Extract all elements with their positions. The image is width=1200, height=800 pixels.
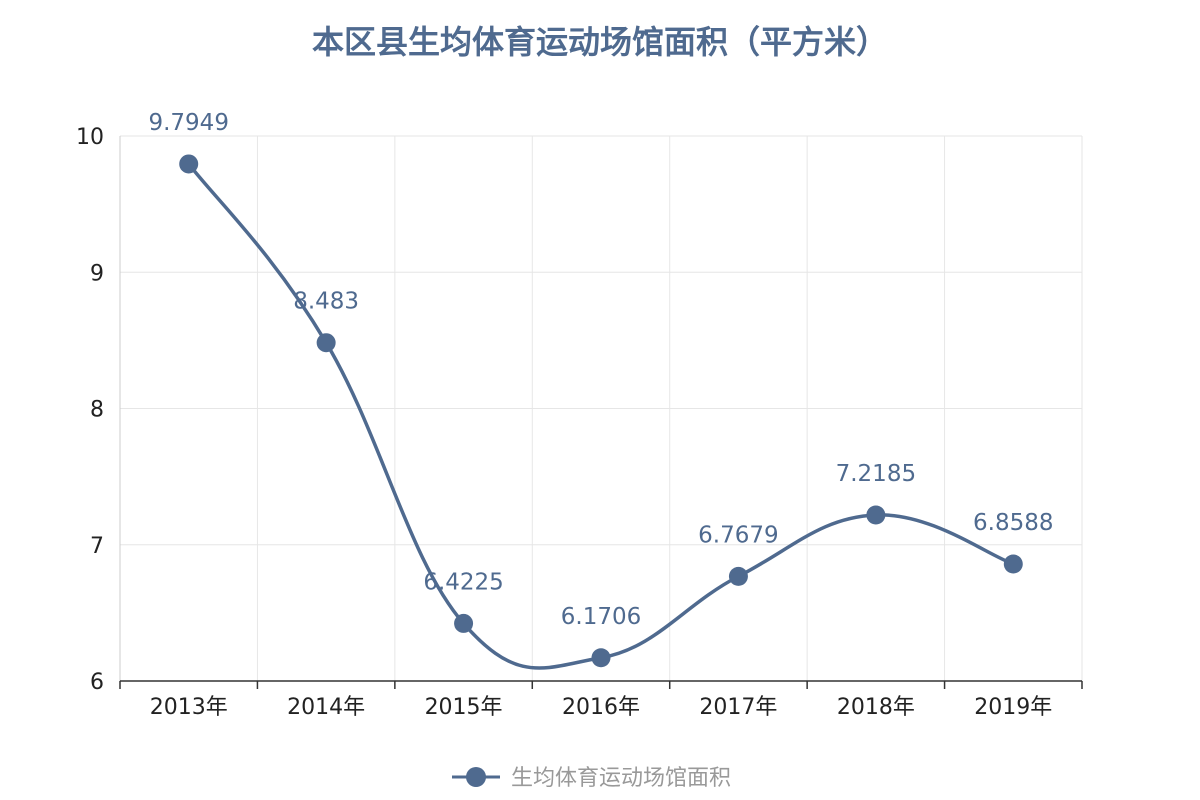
x-tick-label: 2016年 bbox=[562, 695, 640, 720]
data-point bbox=[866, 505, 886, 525]
x-tick-label: 2014年 bbox=[287, 695, 365, 720]
data-label: 8.483 bbox=[293, 289, 359, 315]
series-layer: 9.7949 8.483 6.4225 6.1706 6.7679 7.2185 6.858… bbox=[148, 110, 1054, 670]
x-tick-label: 2018年 bbox=[837, 695, 915, 720]
data-point bbox=[591, 648, 611, 668]
legend-marker-icon bbox=[466, 767, 486, 787]
grid bbox=[120, 135, 1083, 681]
y-tick-label: 8 bbox=[90, 398, 104, 423]
legend-label: 生均体育运动场馆面积 bbox=[511, 766, 731, 791]
data-label: 7.2185 bbox=[836, 461, 916, 487]
x-tick-label: 2013年 bbox=[150, 695, 228, 720]
data-label: 9.7949 bbox=[148, 110, 228, 136]
x-tick-label: 2015年 bbox=[425, 695, 503, 720]
y-tick-label: 9 bbox=[90, 261, 104, 286]
data-label: 6.8588 bbox=[973, 510, 1053, 536]
legend[interactable]: 生均体育运动场馆面积 bbox=[452, 766, 731, 791]
series-line bbox=[187, 162, 1014, 670]
y-tick-label: 7 bbox=[90, 534, 104, 559]
axes: 6 7 8 9 10 2013年 2014年 2015年 2016年 2017年 2018年 2019… bbox=[76, 125, 1083, 720]
data-point bbox=[454, 613, 474, 633]
data-label: 6.7679 bbox=[698, 522, 778, 548]
y-tick-label: 10 bbox=[76, 125, 104, 150]
data-label: 6.4225 bbox=[423, 569, 503, 595]
x-tick-label: 2019年 bbox=[974, 695, 1052, 720]
data-point bbox=[728, 566, 748, 586]
data-label: 6.1706 bbox=[561, 604, 641, 630]
x-tick-label: 2017年 bbox=[699, 695, 777, 720]
data-point bbox=[179, 154, 199, 174]
chart-title: 本区县生均体育运动场馆面积（平方米） bbox=[312, 23, 888, 61]
y-tick-label: 6 bbox=[90, 670, 104, 695]
data-point bbox=[1003, 554, 1023, 574]
data-point bbox=[316, 333, 336, 353]
